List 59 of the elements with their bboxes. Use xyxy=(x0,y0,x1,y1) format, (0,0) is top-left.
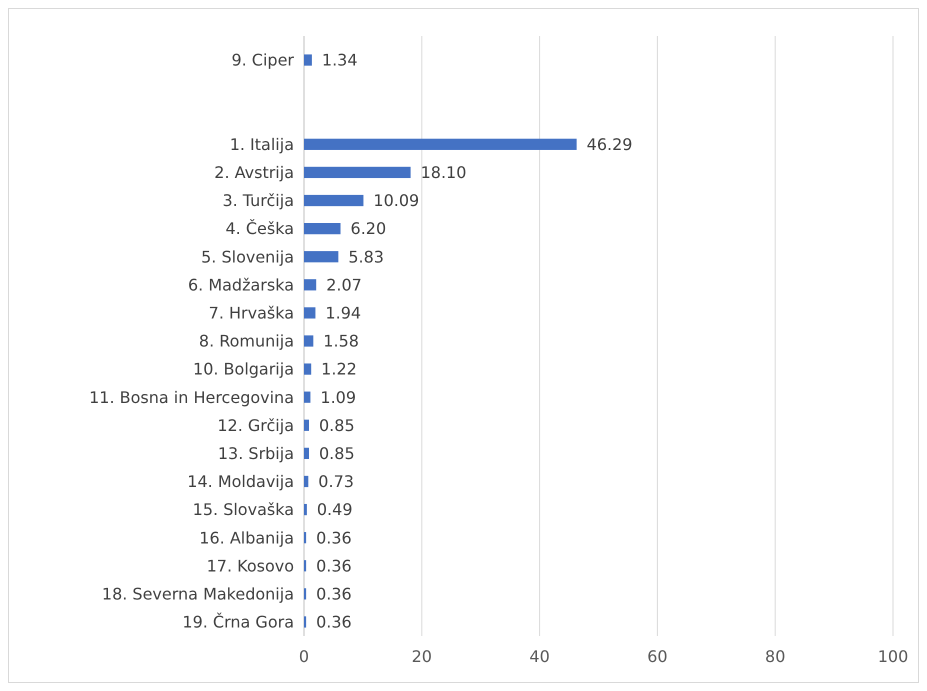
bar xyxy=(304,166,411,178)
bar xyxy=(304,279,316,290)
bar xyxy=(304,251,338,262)
x-tick-label: 0 xyxy=(298,647,310,666)
y-tick-label: 10. Bolgarija xyxy=(193,360,294,379)
data-label: 0.73 xyxy=(318,472,354,492)
y-tick-label: 14. Moldavija xyxy=(187,472,294,492)
y-tick-label: 4. Češka xyxy=(226,219,294,238)
data-label: 1.94 xyxy=(325,304,362,323)
data-label: 0.85 xyxy=(319,444,355,463)
data-label: 0.36 xyxy=(316,528,352,548)
bar xyxy=(304,138,577,150)
data-label: 0.36 xyxy=(316,612,352,632)
x-tick-label: 80 xyxy=(765,647,786,666)
bar xyxy=(304,448,310,459)
y-tick-label: 17. Kosovo xyxy=(206,556,294,576)
data-label: 6.20 xyxy=(350,219,386,238)
data-label: 5.83 xyxy=(348,247,384,266)
y-tick-label: 9. Ciper xyxy=(231,50,294,70)
y-tick-label: 13. Srbija xyxy=(218,444,294,463)
y-tick-label: 7. Hrvaška xyxy=(208,304,294,323)
x-tick-label: 100 xyxy=(878,647,908,666)
y-tick-label: 3. Turčija xyxy=(222,191,294,210)
data-label: 0.49 xyxy=(316,500,353,520)
y-tick-label: 15. Slovaška xyxy=(192,500,294,520)
bar xyxy=(304,223,341,234)
x-tick-label: 20 xyxy=(412,647,432,666)
data-label: 10.09 xyxy=(373,191,420,210)
y-tick-label: 1. Italija xyxy=(230,134,294,154)
y-tick-label: 11. Bosna in Hercegovina xyxy=(89,388,294,407)
data-label: 0.36 xyxy=(316,584,352,604)
data-label: 1.09 xyxy=(320,388,356,407)
bar xyxy=(304,420,310,431)
data-label: 46.29 xyxy=(586,134,632,154)
data-label: 0.36 xyxy=(316,556,352,576)
y-tick-label: 6. Madžarska xyxy=(188,275,294,294)
bar xyxy=(304,307,316,319)
bar xyxy=(304,476,308,488)
data-label: 1.34 xyxy=(322,50,358,70)
y-tick-label: 5. Slovenija xyxy=(201,247,294,266)
bar xyxy=(304,363,312,375)
y-tick-label: 18. Severna Makedonija xyxy=(102,584,294,604)
y-tick-label: 8. Romunija xyxy=(198,332,294,351)
bar xyxy=(304,392,310,403)
bar xyxy=(304,194,364,206)
bar xyxy=(304,335,314,347)
y-tick-label: 19. Črna Gora xyxy=(182,612,294,632)
data-label: 18.10 xyxy=(420,163,466,182)
y-tick-label: 12. Grčija xyxy=(217,416,294,435)
x-tick-label: 60 xyxy=(647,647,668,666)
data-label: 1.22 xyxy=(321,360,357,379)
data-label: 1.58 xyxy=(323,332,359,351)
data-label: 0.85 xyxy=(319,416,355,435)
bar xyxy=(304,54,312,66)
bar xyxy=(304,504,307,516)
y-tick-label: 2. Avstrija xyxy=(214,163,294,182)
y-tick-label: 16. Albanija xyxy=(199,528,294,548)
data-label: 2.07 xyxy=(326,275,362,294)
x-tick-label: 40 xyxy=(529,647,550,666)
